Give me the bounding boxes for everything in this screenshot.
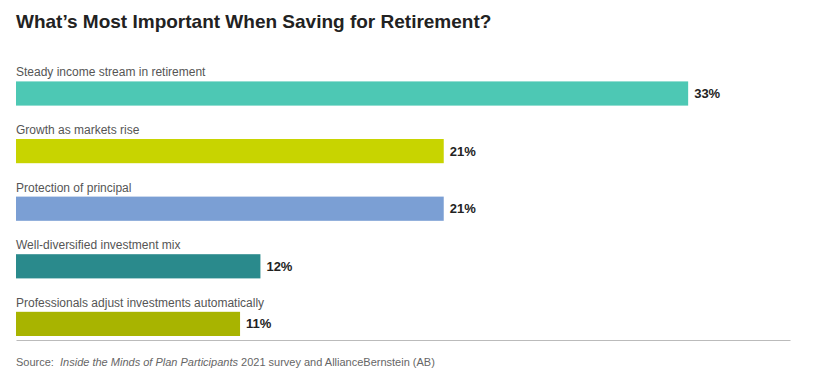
category-label: Growth as markets rise [16, 123, 140, 137]
data-label: 12% [266, 259, 292, 274]
category-label: Protection of principal [16, 181, 131, 195]
bar [16, 312, 240, 336]
x-axis-line [17, 340, 791, 341]
category-label: Professionals adjust investments automat… [16, 296, 264, 310]
bars [16, 81, 688, 336]
bar [16, 139, 444, 163]
data-label: 33% [694, 86, 720, 101]
data-label: 11% [246, 316, 272, 331]
plot-area: Steady income stream in retirement Growth… [16, 65, 791, 340]
source-note: Source: Inside the Minds of Plan Partici… [16, 356, 435, 368]
data-label: 21% [450, 201, 476, 216]
category-label: Steady income stream in retirement [16, 65, 206, 79]
x-axis [17, 340, 791, 341]
chart-svg: What’s Most Important When Saving for Re… [0, 0, 840, 376]
source-part: 2021 survey and AllianceBernstein (AB) [238, 356, 435, 368]
data-label: 21% [450, 144, 476, 159]
chart-title: What’s Most Important When Saving for Re… [16, 11, 491, 32]
bar [16, 81, 688, 105]
source-part: Inside the Minds of Plan Participants [60, 356, 238, 368]
bar [16, 197, 444, 221]
bar [16, 254, 260, 278]
source-part: Source: [16, 356, 60, 368]
category-label: Well-diversified investment mix [16, 238, 181, 252]
